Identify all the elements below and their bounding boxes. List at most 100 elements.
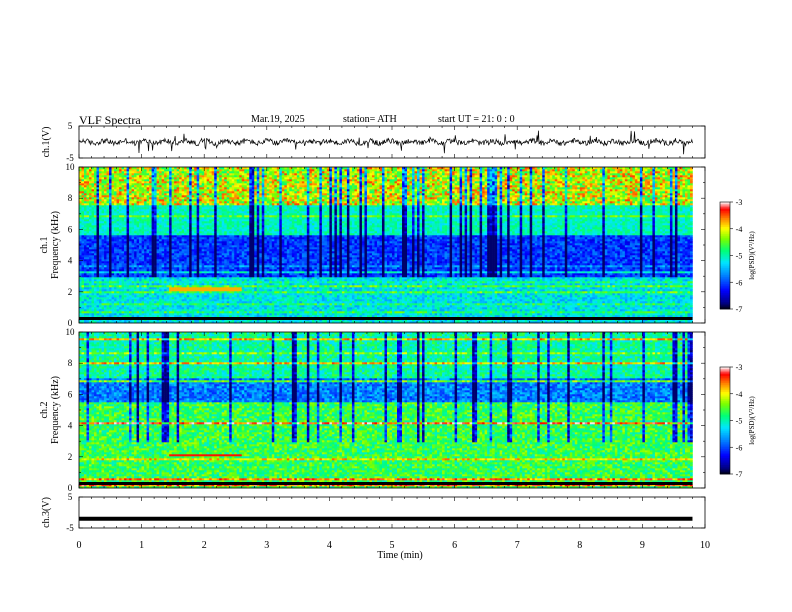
spectrogram-cell [109, 309, 112, 311]
spectrogram-cell [162, 175, 165, 177]
spectrogram-cell [109, 269, 112, 271]
spectrogram-cell [139, 181, 142, 183]
spectrogram-cell [139, 221, 142, 223]
spectrogram-cell [109, 261, 112, 263]
spectrogram-cell [107, 307, 110, 309]
spectrogram-cell [152, 315, 155, 317]
spectrogram-cell [129, 287, 132, 289]
spectrogram-cell [94, 247, 97, 249]
spectrogram-cell [144, 295, 147, 297]
spectrogram-cell [122, 301, 125, 303]
spectrogram-cell [114, 181, 117, 183]
spectrogram-cell [79, 211, 82, 213]
spectrogram-cell [82, 311, 85, 313]
spectrogram-cell [109, 267, 112, 269]
spectrogram-cell [142, 289, 145, 291]
spectrogram-cell [159, 251, 162, 253]
spectrogram-cell [132, 223, 135, 225]
spectrogram-cell [89, 265, 92, 267]
spectrogram-cell [147, 221, 150, 223]
spectrogram-cell [109, 183, 112, 185]
spectrogram-cell [92, 191, 95, 193]
spectrogram-cell [92, 299, 95, 301]
spectrogram-cell [132, 239, 135, 241]
spectrogram-cell [134, 273, 137, 275]
spectrogram-cell [87, 287, 90, 289]
spectrogram-cell [89, 209, 92, 211]
spectrogram-cell [132, 207, 135, 209]
spectrogram-cell [144, 273, 147, 275]
spectrogram-cell [112, 225, 115, 227]
spectrogram-cell [154, 179, 157, 181]
spectrogram-cell [164, 279, 167, 281]
spectrogram-cell [157, 203, 160, 205]
spectrogram-cell [119, 249, 122, 251]
spectrogram-cell [79, 183, 82, 185]
spectrogram-cell [124, 171, 127, 173]
spectrogram-cell [147, 213, 150, 215]
spectrogram-cell [159, 247, 162, 249]
spectrogram-cell [147, 241, 150, 243]
spectrogram-cell [112, 291, 115, 293]
spectrogram-cell [144, 291, 147, 293]
spectrogram-cell [137, 181, 140, 183]
spectrogram-cell [119, 211, 122, 213]
spectrogram-cell [79, 199, 82, 201]
spectrogram-cell [134, 221, 137, 223]
spectrogram-cell [142, 169, 145, 171]
spectrogram-cell [114, 273, 117, 275]
spectrogram-cell [147, 269, 150, 271]
spectrogram-cell [157, 307, 160, 309]
spectrogram-cell [157, 235, 160, 237]
spectrogram-cell [147, 239, 150, 241]
spectrogram-cell [127, 311, 130, 313]
spectrogram-cell [129, 277, 132, 279]
spectrogram-cell [107, 303, 110, 305]
spectrogram-cell [157, 249, 160, 251]
spectrogram-cell [124, 299, 127, 301]
spectrogram-cell [109, 235, 112, 237]
spectrogram-cell [89, 181, 92, 183]
spectrogram-cell [127, 191, 130, 193]
spectrogram-cell [107, 185, 110, 187]
spectrogram-cell [139, 251, 142, 253]
spectrogram-cell [132, 205, 135, 207]
spectrogram-cell [162, 173, 165, 175]
spectrogram-cell [119, 219, 122, 221]
spectrogram-cell [129, 275, 132, 277]
spectrogram-cell [157, 195, 160, 197]
spectrogram-cell [139, 295, 142, 297]
spectrogram-cell [134, 225, 137, 227]
spectrogram-cell [127, 217, 130, 219]
spectrogram-cell [102, 169, 105, 171]
spectrogram-cell [97, 225, 100, 227]
spectrogram-cell [132, 299, 135, 301]
spectrogram-cell [84, 251, 87, 253]
spectrogram-cell [124, 211, 127, 213]
spectrogram-cell [87, 293, 90, 295]
spectrogram-cell [97, 223, 100, 225]
spectrogram-cell [137, 315, 140, 317]
spectrogram-cell [102, 309, 105, 311]
spectrogram-cell [107, 313, 110, 315]
spectrogram-cell [137, 303, 140, 305]
spectrogram-cell [119, 301, 122, 303]
spectrogram-cell [84, 191, 87, 193]
spectrogram-cell [99, 271, 102, 273]
spectrogram-cell [114, 201, 117, 203]
spectrogram-cell [134, 299, 137, 301]
spectrogram-cell [114, 301, 117, 303]
spectrogram-cell [139, 199, 142, 201]
spectrogram-cell [99, 309, 102, 311]
spectrogram-cell [114, 183, 117, 185]
spectrogram-cell [82, 307, 85, 309]
spectrogram-cell [159, 289, 162, 291]
spectrogram-cell [107, 239, 110, 241]
spectrogram-cell [82, 207, 85, 209]
spectrogram-cell [129, 299, 132, 301]
spectrogram-cell [144, 195, 147, 197]
spectrogram-cell [94, 185, 97, 187]
spectrogram-cell [82, 211, 85, 213]
spectrogram-cell [152, 247, 155, 249]
spectrogram-cell [104, 221, 107, 223]
